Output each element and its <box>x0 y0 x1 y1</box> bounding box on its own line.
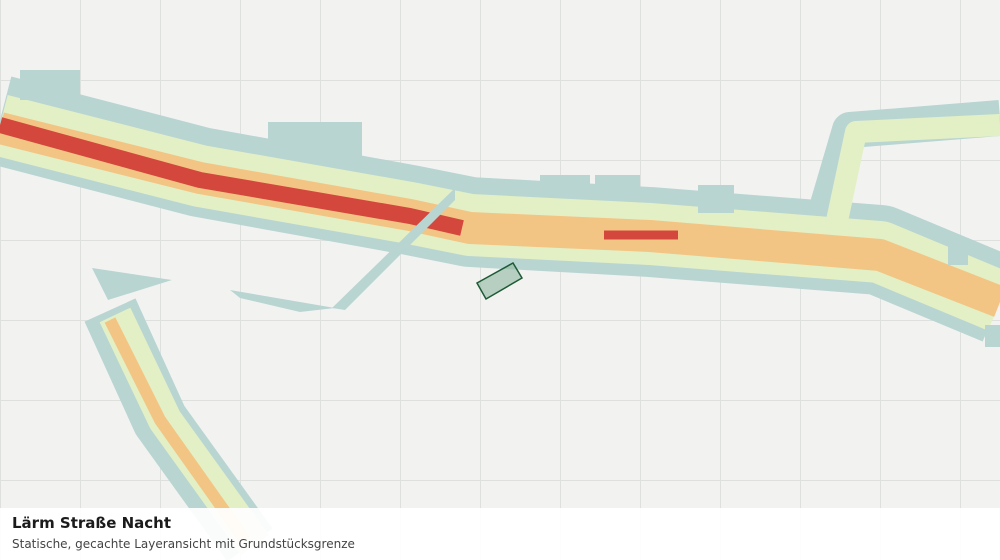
parcel-boundary <box>475 261 524 301</box>
caption: Lärm Straße Nacht Statische, gecachte La… <box>0 508 1000 560</box>
noise-fragment <box>985 325 1000 347</box>
noise-fragment <box>92 268 172 300</box>
noise-fragment <box>332 188 455 310</box>
noise-fragments <box>20 70 1000 347</box>
noise-zone-mid-low <box>824 114 1000 233</box>
noise-fragment <box>540 175 590 197</box>
noise-fragment <box>268 122 362 156</box>
noise-layer <box>0 76 1000 560</box>
noise-fragment <box>230 290 335 312</box>
noise-zone-high <box>0 117 464 236</box>
noise-fragment <box>948 243 968 265</box>
noise-fragment <box>595 175 640 197</box>
noise-fragment <box>20 70 80 100</box>
noise-fragment <box>698 185 734 213</box>
map-subtitle: Statische, gecachte Layeransicht mit Gru… <box>12 537 355 551</box>
noise-zone-mid <box>104 317 250 544</box>
map-title: Lärm Straße Nacht <box>12 514 172 532</box>
